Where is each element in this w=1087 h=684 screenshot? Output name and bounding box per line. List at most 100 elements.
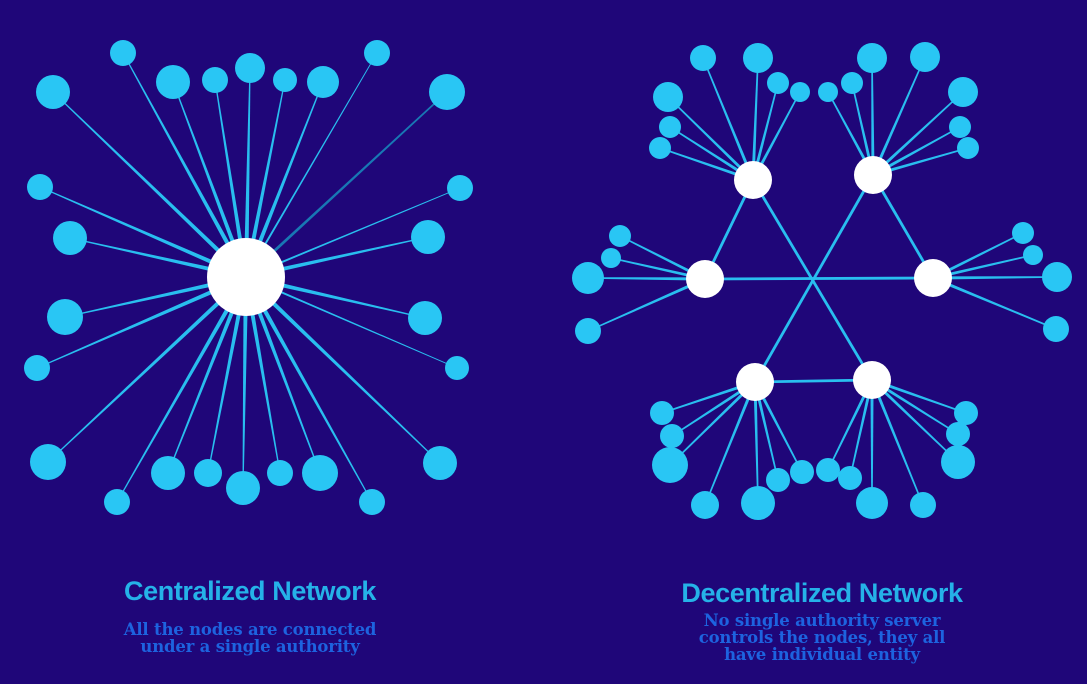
edge-line: [851, 82, 875, 176]
edge-line: [751, 91, 801, 181]
edge-line: [871, 174, 935, 279]
satellite-node: [445, 356, 469, 380]
edge-line: [703, 179, 755, 280]
satellite-node: [948, 77, 978, 107]
edge-line: [753, 381, 759, 504]
satellite-node: [838, 466, 862, 490]
hub-node: [734, 161, 772, 199]
satellite-node: [767, 72, 789, 94]
edge-line: [702, 57, 755, 181]
satellite-node: [741, 486, 775, 520]
satellite-node: [267, 460, 293, 486]
satellite-node: [36, 75, 70, 109]
edge-line: [661, 380, 756, 414]
satellite-node: [104, 489, 130, 515]
edge-line: [587, 277, 706, 332]
edge-line: [243, 276, 281, 474]
edge-line: [244, 275, 441, 464]
edge-line: [870, 380, 874, 503]
edge-line: [704, 276, 934, 281]
edge-line: [754, 378, 873, 384]
edge-line: [671, 380, 756, 437]
edge-line: [47, 275, 248, 463]
edge-line: [827, 91, 875, 176]
satellite-node: [30, 444, 66, 480]
edge-line: [214, 79, 249, 278]
satellite-node: [226, 471, 260, 505]
satellite-node: [194, 459, 222, 487]
satellite-node: [743, 43, 773, 73]
satellite-node: [954, 401, 978, 425]
edge-line: [753, 381, 779, 481]
hub-node: [854, 156, 892, 194]
satellite-node: [1043, 316, 1069, 342]
edge-line: [932, 232, 1024, 280]
satellite-node: [302, 455, 338, 491]
edge-line: [619, 235, 706, 281]
satellite-node: [156, 65, 190, 99]
satellite-node: [408, 301, 442, 335]
edge-line: [587, 277, 706, 281]
edge-line: [849, 379, 874, 479]
edge-line: [932, 254, 1034, 280]
satellite-node: [359, 489, 385, 515]
edge-line: [610, 257, 706, 281]
edge-line: [872, 126, 961, 177]
satellite-node: [1012, 222, 1034, 244]
central-authority-node: [207, 238, 285, 316]
satellite-node: [790, 82, 810, 102]
edge-line: [207, 276, 249, 474]
satellite-node: [653, 82, 683, 112]
satellite-node: [307, 66, 339, 98]
satellite-node: [411, 220, 445, 254]
edge-line: [122, 52, 249, 279]
edge-line: [64, 274, 247, 318]
decentralized-diagram: [572, 42, 1072, 520]
satellite-node: [429, 74, 465, 110]
edge-line: [827, 379, 874, 471]
edge-line: [753, 381, 803, 473]
edge-line: [932, 276, 1058, 280]
edge-line: [243, 275, 373, 503]
edge-line: [667, 96, 755, 182]
satellite-node: [818, 82, 838, 102]
edge-line: [753, 174, 875, 383]
satellite-node: [1042, 262, 1072, 292]
satellite-node: [601, 248, 621, 268]
edge-line: [871, 378, 967, 414]
satellite-node: [650, 401, 674, 425]
satellite-node: [652, 447, 688, 483]
satellite-node: [816, 458, 840, 482]
satellite-node: [856, 487, 888, 519]
edge-line: [870, 378, 959, 463]
edge-line: [36, 274, 247, 369]
satellite-node: [575, 318, 601, 344]
satellite-node: [691, 491, 719, 519]
edge-line: [669, 126, 754, 182]
satellite-node: [273, 68, 297, 92]
edge-line: [245, 236, 429, 280]
edge-line: [659, 147, 754, 182]
edge-line: [172, 81, 249, 278]
edge-line: [245, 187, 461, 279]
satellite-node: [53, 221, 87, 255]
edge-line: [751, 82, 779, 181]
edge-line: [243, 67, 251, 278]
satellite-node: [941, 445, 975, 479]
edge-line: [243, 79, 286, 278]
satellite-node: [24, 355, 50, 381]
edge-line: [871, 378, 959, 435]
satellite-node: [47, 299, 83, 335]
satellite-node: [649, 137, 671, 159]
centralized-diagram: [24, 40, 473, 515]
satellite-node: [151, 456, 185, 490]
satellite-node: [660, 424, 684, 448]
edge-line: [245, 52, 378, 278]
satellite-node: [609, 225, 631, 247]
edge-line: [872, 147, 969, 177]
edge-line: [167, 276, 249, 474]
satellite-node: [659, 116, 681, 138]
satellite-node: [910, 492, 936, 518]
